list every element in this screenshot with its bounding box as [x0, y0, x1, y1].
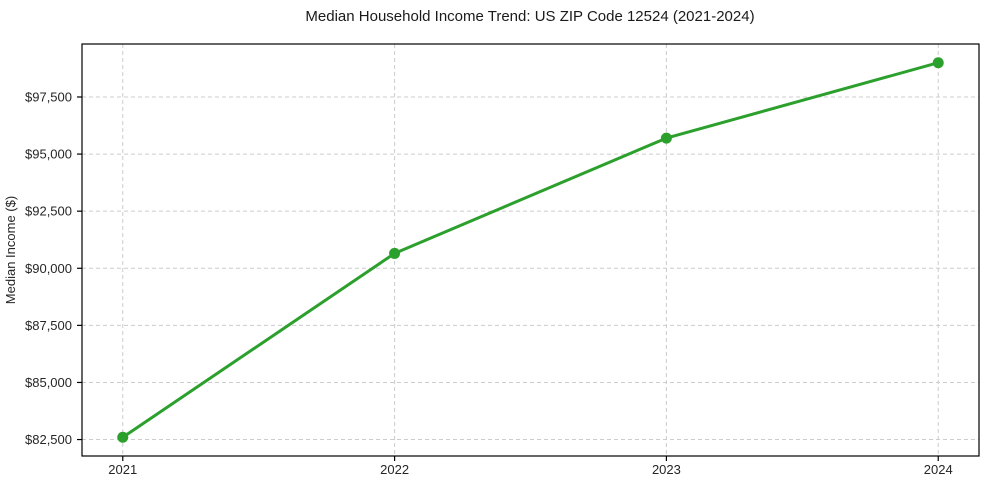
data-point-marker — [660, 132, 672, 144]
axis-tick-labels: $82,500 $85,000 $87,500 $90,000 $92,500 $95,0… — [25, 89, 953, 477]
y-axis-label: Median Income ($) — [3, 196, 18, 304]
plot-area-border — [81, 43, 980, 457]
y-tick-label: $90,000 — [25, 261, 72, 276]
y-tick-label: $82,500 — [25, 432, 72, 447]
y-tick-label: $97,500 — [25, 89, 72, 104]
y-tick-label: $87,500 — [25, 318, 72, 333]
trend-line — [121, 61, 940, 439]
x-tick-label: 2024 — [924, 462, 953, 477]
y-tick-label: $85,000 — [25, 375, 72, 390]
y-tick-label: $95,000 — [25, 147, 72, 162]
x-tick-label: 2021 — [108, 462, 137, 477]
data-point-marker — [932, 57, 944, 69]
data-point-marker — [389, 247, 401, 259]
axis-ticks — [77, 96, 939, 461]
x-tick-label: 2022 — [380, 462, 409, 477]
chart-title: Median Household Income Trend: US ZIP Co… — [305, 8, 754, 25]
x-tick-label: 2023 — [652, 462, 681, 477]
y-tick-label: $92,500 — [25, 204, 72, 219]
gridlines — [82, 44, 979, 456]
data-series — [117, 57, 944, 443]
data-point-marker — [117, 431, 129, 443]
